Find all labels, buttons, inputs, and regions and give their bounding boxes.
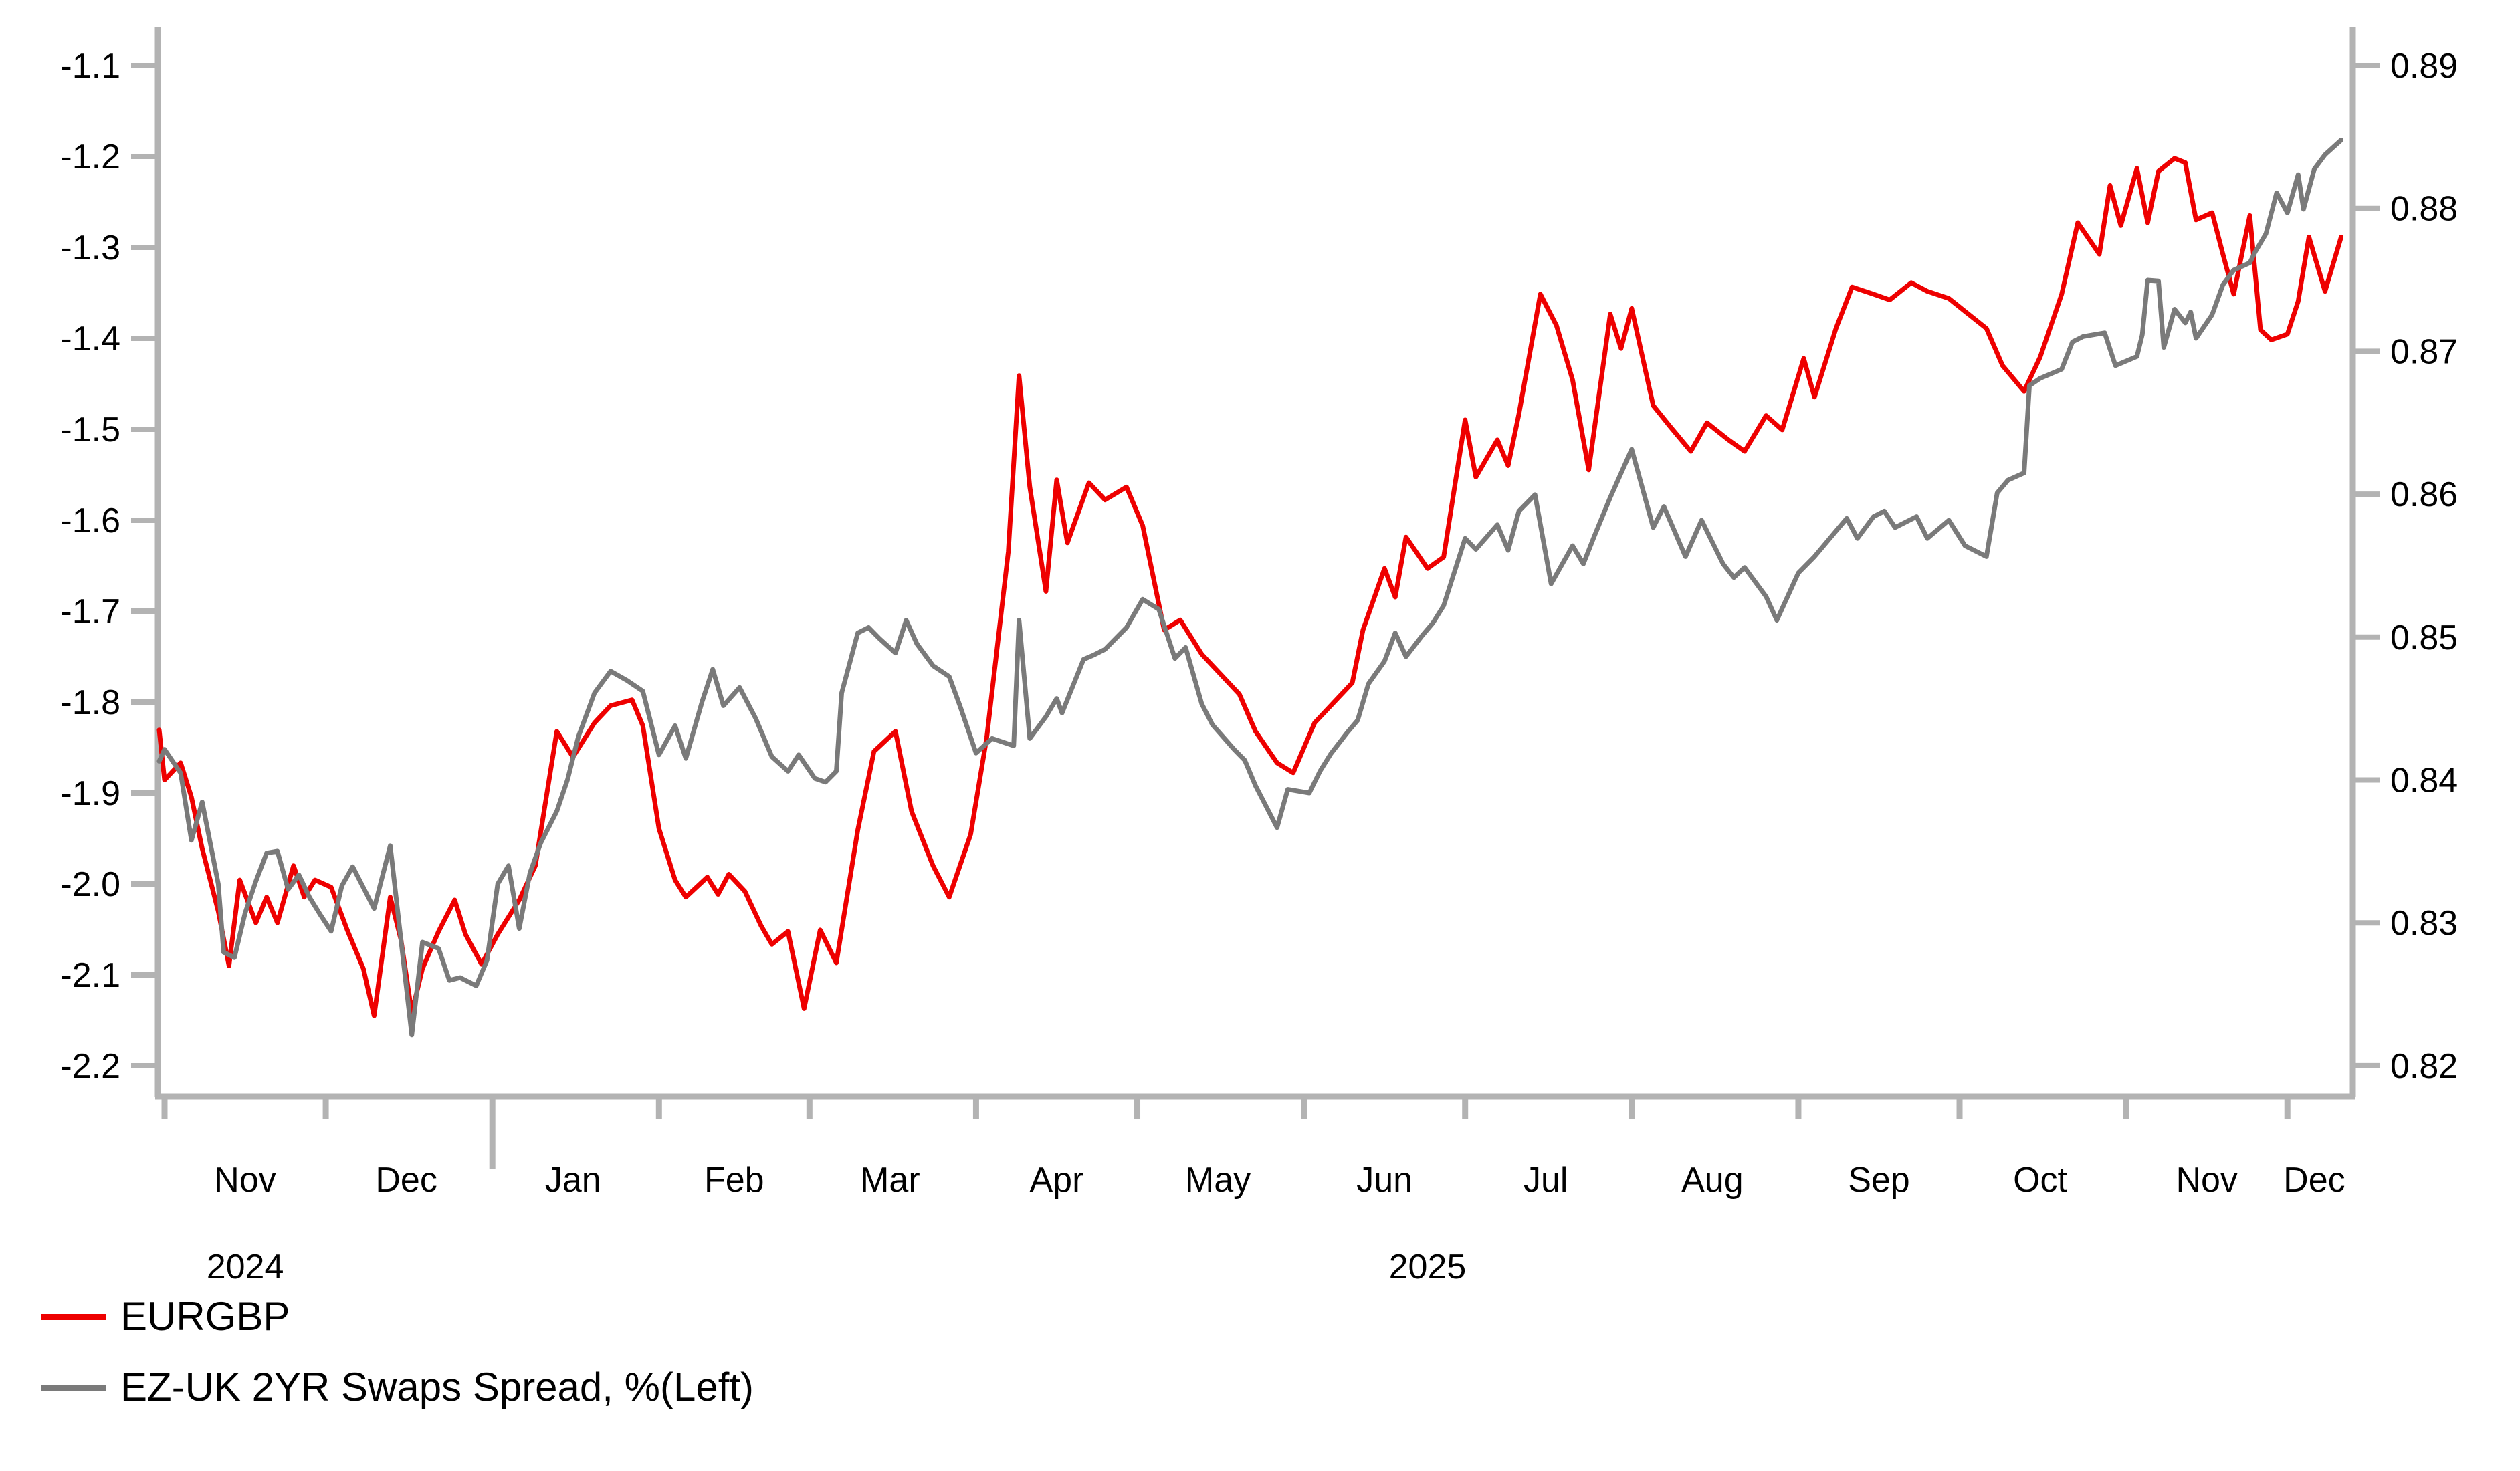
left-axis-tick-label: -1.6	[60, 501, 120, 540]
left-axis-tick-label: -2.0	[60, 865, 120, 904]
x-axis-month-label: Mar	[860, 1161, 920, 1200]
legend-label-eurgbp: EURGBP	[120, 1294, 290, 1339]
x-axis-month-label: Jun	[1356, 1161, 1412, 1200]
left-axis-tick-label: -1.3	[60, 229, 120, 267]
right-axis-tick-label: 0.84	[2390, 762, 2458, 800]
x-axis-month-label: Feb	[704, 1161, 764, 1200]
x-axis-month-label: Dec	[375, 1161, 437, 1200]
eurgbp-line	[156, 156, 2344, 1018]
legend-item-eurgbp: EURGBP	[41, 1296, 754, 1337]
right-axis-tick-label: 0.89	[2390, 47, 2458, 86]
left-axis-tick-label: -1.5	[60, 411, 120, 449]
legend-label-swaps-spread: EZ-UK 2YR Swaps Spread, %(Left)	[120, 1365, 754, 1409]
x-axis-month-label: Jan	[545, 1161, 601, 1200]
legend: EURGBP EZ-UK 2YR Swaps Spread, %(Left)	[41, 1296, 754, 1408]
left-axis-tick-label: -1.1	[60, 47, 120, 86]
left-axis-tick-label: -1.4	[60, 320, 120, 358]
right-axis-tick-label: 0.82	[2390, 1047, 2458, 1086]
x-axis-month-label: Dec	[2283, 1161, 2345, 1200]
right-axis-tick-label: 0.85	[2390, 618, 2458, 657]
right-axis-tick-label: 0.87	[2390, 332, 2458, 371]
left-axis-tick-label: -1.9	[60, 774, 120, 813]
right-axis-tick-label: 0.88	[2390, 190, 2458, 229]
x-axis-month-label: Oct	[2013, 1161, 2067, 1200]
eurgbp-line-swatch	[41, 1313, 106, 1320]
x-axis-month-label: Nov	[2176, 1161, 2237, 1200]
right-axis-tick-label: 0.86	[2390, 475, 2458, 514]
legend-item-swaps-spread: EZ-UK 2YR Swaps Spread, %(Left)	[41, 1367, 754, 1408]
x-axis-month-label: May	[1185, 1161, 1251, 1200]
left-axis-tick-label: -2.2	[60, 1047, 120, 1086]
x-axis-month-label: Sep	[1848, 1161, 1910, 1200]
x-axis-month-label: Nov	[214, 1161, 276, 1200]
swaps-spread-line-swatch	[41, 1384, 106, 1391]
x-axis-year-label: 2025	[1389, 1248, 1467, 1286]
x-axis-month-label: Apr	[1030, 1161, 1084, 1200]
right-axis-tick-label: 0.83	[2390, 904, 2458, 943]
left-axis-tick-label: -2.1	[60, 956, 120, 995]
left-axis-tick-label: -1.2	[60, 138, 120, 177]
left-axis-tick-label: -1.7	[60, 592, 120, 631]
x-axis-year-label: 2024	[207, 1248, 284, 1286]
x-axis-month-label: Jul	[1524, 1161, 1568, 1200]
x-axis-month-label: Aug	[1681, 1161, 1744, 1200]
left-axis-tick-label: -1.8	[60, 683, 120, 722]
swaps-line	[156, 138, 2344, 1038]
